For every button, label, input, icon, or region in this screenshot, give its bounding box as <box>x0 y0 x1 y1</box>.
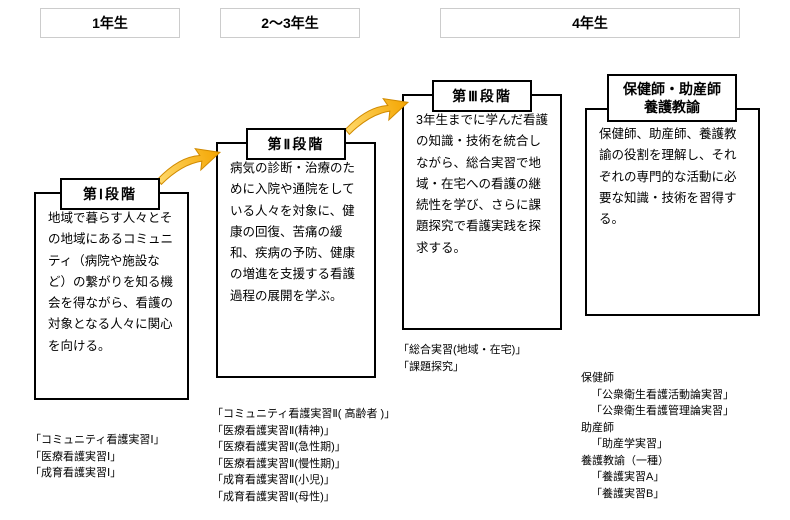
stage-1-title-text: 第Ⅰ段階 <box>83 186 137 202</box>
stage-2-body: 病気の診断・治療のために入院や通院をしている人々を対象に、健康の回復、苦痛の緩和… <box>216 142 376 378</box>
stage-4-title-text: 保健師・助産師 養護教諭 <box>623 81 721 115</box>
stage-3-title-text: 第Ⅲ段階 <box>452 88 512 104</box>
stage-2-title: 第Ⅱ段階 <box>246 128 346 160</box>
course-item: 「成育看護実習Ⅱ(小児)」 <box>212 472 395 489</box>
course-item: 「公衆衛生看護管理論実習」 <box>581 403 734 420</box>
year-header-3-label: 4年生 <box>572 15 608 31</box>
course-group-label: 保健師 <box>581 370 734 387</box>
stage-2-title-text: 第Ⅱ段階 <box>268 136 325 152</box>
course-item: 「コミュニティ看護実習Ⅱ( 高齢者 )」 <box>212 406 395 423</box>
stage-4-body: 保健師、助産師、養護教諭の役割を理解し、それぞれの専門的な活動に必要な知識・技術… <box>585 108 760 316</box>
stage-4-courses: 保健師「公衆衛生看護活動論実習」「公衆衛生看護管理論実習」助産師「助産学実習」養… <box>581 370 734 502</box>
stage-1-body: 地域で暮らす人々とその地域にあるコミュニティ（病院や施設など）の繋がりを知る機会… <box>34 192 189 400</box>
course-group-label: 養護教諭（一種） <box>581 453 734 470</box>
course-item: 「コミュニティ看護実習Ⅰ」 <box>30 432 165 449</box>
stage-3-body: 3年生までに学んだ看護の知識・技術を統合しながら、総合実習で地域・在宅への看護の… <box>402 94 562 330</box>
course-group-label: 助産師 <box>581 420 734 437</box>
stage-1-courses: 「コミュニティ看護実習Ⅰ」「医療看護実習Ⅰ」「成育看護実習Ⅰ」 <box>30 432 165 482</box>
course-item: 「助産学実習」 <box>581 436 734 453</box>
stage-3-courses: 「総合実習(地域・在宅)」「課題探究」 <box>398 342 526 375</box>
stage-4-body-text: 保健師、助産師、養護教諭の役割を理解し、それぞれの専門的な活動に必要な知識・技術… <box>599 127 737 226</box>
year-header-1-label: 1年生 <box>92 15 128 31</box>
stage-3-body-text: 3年生までに学んだ看護の知識・技術を統合しながら、総合実習で地域・在宅への看護の… <box>416 113 548 255</box>
year-header-2: 2〜3年生 <box>220 8 360 38</box>
stage-4-title: 保健師・助産師 養護教諭 <box>607 74 737 122</box>
stage-2-courses: 「コミュニティ看護実習Ⅱ( 高齢者 )」「医療看護実習Ⅱ(精神)」「医療看護実習… <box>212 406 395 505</box>
course-item: 「医療看護実習Ⅱ(急性期)」 <box>212 439 395 456</box>
course-item: 「養護実習B」 <box>581 486 734 503</box>
stage-1-body-text: 地域で暮らす人々とその地域にあるコミュニティ（病院や施設など）の繋がりを知る機会… <box>48 211 173 353</box>
course-item: 「公衆衛生看護活動論実習」 <box>581 387 734 404</box>
year-header-1: 1年生 <box>40 8 180 38</box>
course-item: 「課題探究」 <box>398 359 526 376</box>
course-item: 「成育看護実習Ⅱ(母性)」 <box>212 489 395 506</box>
course-item: 「成育看護実習Ⅰ」 <box>30 465 165 482</box>
stage-1-title: 第Ⅰ段階 <box>60 178 160 210</box>
year-header-3: 4年生 <box>440 8 740 38</box>
stage-2-body-text: 病気の診断・治療のために入院や通院をしている人々を対象に、健康の回復、苦痛の緩和… <box>230 161 355 303</box>
stage-3-title: 第Ⅲ段階 <box>432 80 532 112</box>
course-item: 「総合実習(地域・在宅)」 <box>398 342 526 359</box>
year-header-2-label: 2〜3年生 <box>261 15 319 31</box>
course-item: 「医療看護実習Ⅱ(慢性期)」 <box>212 456 395 473</box>
course-item: 「医療看護実習Ⅰ」 <box>30 449 165 466</box>
course-item: 「養護実習A」 <box>581 469 734 486</box>
course-item: 「医療看護実習Ⅱ(精神)」 <box>212 423 395 440</box>
